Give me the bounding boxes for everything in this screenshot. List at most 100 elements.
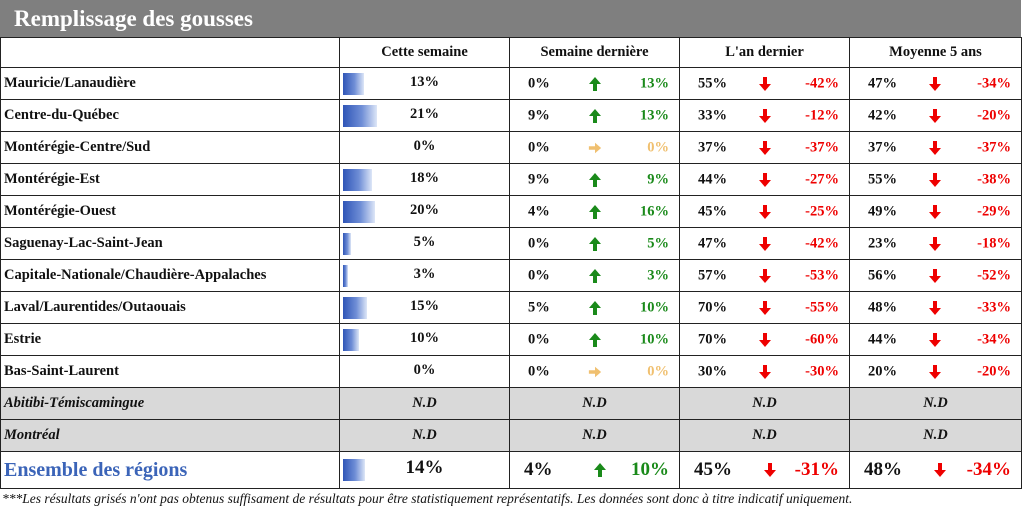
- this-week-value: 15%: [410, 297, 439, 314]
- down-arrow-icon: [928, 76, 942, 92]
- this-week-value: 0%: [413, 137, 436, 154]
- down-arrow-icon: [758, 108, 772, 124]
- header-last-year: L'an dernier: [679, 37, 850, 68]
- region-name: Mauricie/Lanaudière: [0, 67, 340, 100]
- region-name: Centre-du-Québec: [0, 99, 340, 132]
- down-arrow-icon: [928, 364, 942, 380]
- not-available-value: N.D: [849, 387, 1022, 420]
- table-row: Montérégie-Centre/Sud 0% 0% 0% 37% -37% 37% -37…: [0, 131, 1022, 164]
- last-year-change: -30%: [805, 363, 839, 379]
- data-bar: [343, 200, 375, 223]
- avg5-value: 44%: [868, 331, 897, 347]
- avg5-value: 37%: [868, 139, 897, 155]
- down-arrow-icon: [928, 204, 942, 220]
- table-row: Montérégie-Ouest 20% 4% 16% 45% -25% 49% -29%: [0, 195, 1022, 228]
- last-week-value: 9%: [528, 171, 550, 187]
- down-arrow-icon: [758, 364, 772, 380]
- table-row: Saguenay-Lac-Saint-Jean 5% 0% 5% 47% -42% 23% -…: [0, 227, 1022, 260]
- last-week-value: 9%: [528, 107, 550, 123]
- table-row: Mauricie/Lanaudière 13% 0% 13% 55% -42% 47% -34…: [0, 67, 1022, 100]
- up-arrow-icon: [588, 108, 602, 124]
- avg5-change: -34%: [977, 331, 1011, 347]
- up-arrow-icon: [588, 236, 602, 252]
- last-week-value: 0%: [528, 139, 550, 155]
- avg5-change: -18%: [977, 235, 1011, 251]
- last-week-value: 0%: [528, 363, 550, 379]
- avg5-change: -52%: [977, 267, 1011, 283]
- data-table: Cette semaine Semaine dernière L'an dern…: [0, 37, 1022, 489]
- last-year-value: 33%: [698, 107, 727, 123]
- total-row: Ensemble des régions 14% 4% 10% 45% -31% 48% -3…: [0, 451, 1022, 489]
- data-bar: [343, 104, 377, 127]
- avg5-value: 55%: [868, 171, 897, 187]
- this-week-value: 13%: [410, 73, 439, 90]
- data-bar: [343, 168, 372, 191]
- last-year-change: -27%: [805, 171, 839, 187]
- up-arrow-icon: [588, 300, 602, 316]
- table-row: Bas-Saint-Laurent 0% 0% 0% 30% -30% 20% -20%: [0, 355, 1022, 388]
- last-year-value: 30%: [698, 363, 727, 379]
- last-year-change: -60%: [805, 331, 839, 347]
- avg5-change: -29%: [977, 203, 1011, 219]
- last-week-change: 0%: [647, 139, 669, 155]
- last-week-change: 13%: [640, 75, 669, 91]
- last-year-change: -31%: [794, 459, 839, 480]
- down-arrow-icon: [758, 300, 772, 316]
- data-bar: [343, 296, 367, 319]
- down-arrow-icon: [758, 76, 772, 92]
- last-week-change: 10%: [640, 299, 669, 315]
- down-arrow-icon: [928, 108, 942, 124]
- down-arrow-icon: [928, 268, 942, 284]
- footnote: ***Les résultats grisés n'ont pas obtenu…: [2, 491, 853, 506]
- down-arrow-icon: [758, 204, 772, 220]
- last-week-value: 0%: [528, 331, 550, 347]
- down-arrow-icon: [928, 300, 942, 316]
- region-name: Estrie: [0, 323, 340, 356]
- this-week-value: 0%: [413, 361, 436, 378]
- down-arrow-icon: [928, 236, 942, 252]
- region-name: Montérégie-Ouest: [0, 195, 340, 228]
- down-arrow-icon: [758, 172, 772, 188]
- avg5-value: 20%: [868, 363, 897, 379]
- avg5-value: 48%: [868, 299, 897, 315]
- table-row: Laval/Laurentides/Outaouais 15% 5% 10% 70% -5…: [0, 291, 1022, 324]
- last-year-change: -37%: [805, 139, 839, 155]
- header-avg5: Moyenne 5 ans: [849, 37, 1022, 68]
- avg5-change: -34%: [966, 459, 1011, 480]
- up-arrow-icon: [588, 172, 602, 188]
- header-row: Cette semaine Semaine dernière L'an dern…: [0, 37, 1022, 68]
- avg5-value: 23%: [868, 235, 897, 251]
- table-row: Centre-du-Québec 21% 9% 13% 33% -12% 42% -20%: [0, 99, 1022, 132]
- this-week-value: 20%: [410, 201, 439, 218]
- header-corner: [0, 37, 340, 68]
- last-week-change: 10%: [640, 331, 669, 347]
- last-year-value: 44%: [698, 171, 727, 187]
- last-year-value: 70%: [698, 299, 727, 315]
- this-week-value: 5%: [413, 233, 436, 250]
- last-week-value: 0%: [528, 267, 550, 283]
- avg5-value: 48%: [864, 459, 902, 480]
- not-available-value: N.D: [509, 387, 680, 420]
- table-row: Montérégie-Est 18% 9% 9% 44% -27% 55% -38%: [0, 163, 1022, 196]
- avg5-change: -37%: [977, 139, 1011, 155]
- last-year-change: -55%: [805, 299, 839, 315]
- last-week-change: 3%: [647, 267, 669, 283]
- down-arrow-icon: [758, 332, 772, 348]
- last-week-value: 5%: [528, 299, 550, 315]
- right-arrow-icon: [588, 140, 602, 156]
- last-week-value: 0%: [528, 75, 550, 91]
- up-arrow-icon: [588, 268, 602, 284]
- last-year-value: 47%: [698, 235, 727, 251]
- down-arrow-icon: [758, 236, 772, 252]
- region-name: Montérégie-Est: [0, 163, 340, 196]
- table-row-grayed: Abitibi-Témiscamingue N.D N.D N.D N.D: [0, 387, 1022, 420]
- table-row-grayed: Montréal N.D N.D N.D N.D: [0, 419, 1022, 452]
- last-year-value: 57%: [698, 267, 727, 283]
- header-this-week: Cette semaine: [339, 37, 510, 68]
- data-bar: [343, 264, 348, 287]
- not-available-value: N.D: [679, 419, 850, 452]
- not-available-value: N.D: [339, 419, 510, 452]
- region-name: Saguenay-Lac-Saint-Jean: [0, 227, 340, 260]
- last-year-value: 45%: [694, 459, 732, 480]
- up-arrow-icon: [588, 332, 602, 348]
